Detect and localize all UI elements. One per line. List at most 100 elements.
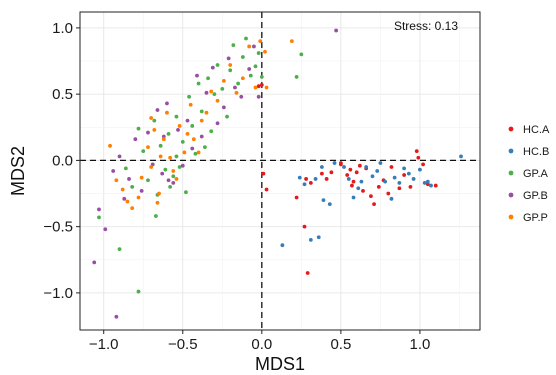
data-point [402,166,407,171]
data-point [136,289,141,294]
data-point [361,188,365,193]
data-point [392,175,397,180]
data-point [166,178,171,183]
data-point [319,171,324,176]
data-point [372,202,376,207]
data-point [196,81,201,86]
data-point [133,137,138,142]
reference-lines [80,12,480,330]
data-point [248,73,253,78]
data-point [397,186,402,191]
data-point [389,165,394,169]
data-point [127,177,131,181]
data-point [313,177,318,181]
data-point [253,85,258,90]
data-point [177,124,182,128]
data-point [226,56,231,61]
data-point [199,109,204,114]
data-point [190,146,195,151]
data-point [165,110,169,115]
data-point [195,73,199,78]
data-point [97,215,101,220]
data-point [130,206,135,211]
data-point [357,163,362,168]
data-point [161,134,166,139]
data-point [171,181,176,185]
data-point [117,247,122,252]
data-point [253,64,258,69]
data-point [299,52,304,57]
data-point [215,121,220,126]
data-point [171,169,176,173]
data-point [209,89,214,94]
data-point [139,188,144,193]
plot-panel-border [79,11,481,331]
data-point [149,165,154,169]
data-point [332,161,337,165]
data-point [199,134,204,139]
data-point [416,155,421,160]
data-point [421,162,425,167]
data-point [174,114,179,119]
data-point [92,260,97,265]
data-point [141,149,146,154]
data-point [247,44,252,49]
data-point [259,82,264,87]
x-tick-label: 0.0 [251,336,272,353]
data-point [190,124,195,128]
legend-label: GP.P [523,212,548,224]
data-point [103,227,108,232]
data-point [329,170,334,175]
series-gp-b [92,28,339,319]
y-tick-label: −0.5 [43,219,73,236]
data-point [397,181,402,185]
data-point [346,177,351,181]
legend-marker [508,192,514,198]
data-point [210,65,215,70]
data-point [220,86,225,91]
data-point [130,185,135,189]
data-point [354,170,359,175]
x-axis-ticks: −1.0 −0.5 0.0 0.5 1.0 [89,330,430,353]
data-point [411,177,416,181]
data-point [389,196,394,201]
data-point [234,90,239,95]
data-point [261,171,266,176]
data-point [180,163,185,168]
data-point [176,128,180,132]
data-point [182,150,187,155]
y-tick-label: 1.0 [52,20,73,37]
legend: HC.A HC.B GP.A GP.B GP.P [508,124,550,224]
data-point [294,195,299,200]
data-point [122,196,127,201]
data-point [193,151,198,156]
y-axis-title: MDS2 [8,146,28,196]
data-point [259,75,264,79]
data-point [125,199,130,204]
data-point [152,128,157,132]
data-point [136,195,141,200]
x-tick-label: 1.0 [409,336,430,353]
data-point [206,76,210,81]
x-axis-title: MDS1 [255,354,305,374]
data-point [305,271,310,275]
data-point [180,139,185,144]
y-axis-ticks: −1.0 −0.5 0.0 0.5 1.0 [43,20,80,302]
data-point [297,175,302,180]
data-point [155,108,160,112]
data-point [308,181,313,185]
data-point [264,187,269,192]
data-point [378,161,383,165]
data-point [203,145,207,150]
data-point [111,169,116,173]
data-point [174,177,179,181]
data-point [327,202,332,207]
x-tick-label: −1.0 [89,336,119,353]
data-point [177,165,182,169]
series-hc-b [280,154,463,248]
legend-label: GP.B [523,190,548,202]
data-point [160,171,165,176]
data-point [364,165,369,169]
data-point [240,76,245,81]
